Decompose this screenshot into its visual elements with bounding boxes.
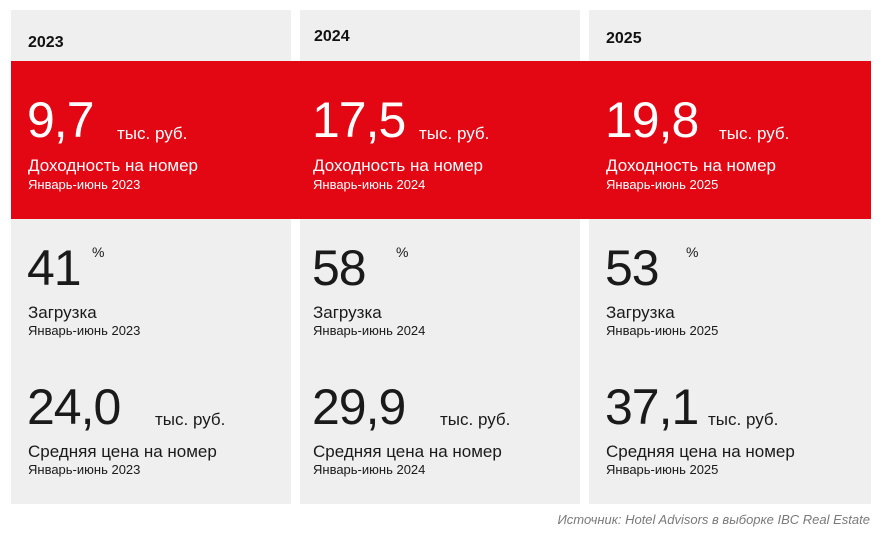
occupancy-period: Январь-июнь 2023: [28, 323, 141, 338]
adr-unit: тыс. руб.: [440, 410, 511, 429]
adr-value: 37,1: [605, 379, 699, 435]
revpar-unit: тыс. руб.: [117, 124, 188, 143]
adr-unit: тыс. руб.: [708, 410, 779, 429]
occupancy-value: 58: [312, 240, 367, 296]
revpar-label: Доходность на номер: [606, 156, 776, 175]
revpar-label: Доходность на номер: [28, 156, 198, 175]
revpar-band: [11, 61, 871, 219]
revpar-value: 17,5: [312, 92, 406, 148]
occupancy-label: Загрузка: [606, 303, 675, 322]
occupancy-unit: %: [92, 244, 105, 260]
occupancy-label: Загрузка: [28, 303, 97, 322]
occupancy-period: Январь-июнь 2025: [606, 323, 719, 338]
revpar-unit: тыс. руб.: [719, 124, 790, 143]
occupancy-value: 41: [27, 240, 82, 296]
adr-period: Январь-июнь 2024: [313, 462, 426, 477]
adr-label: Средняя цена на номер: [28, 442, 217, 461]
occupancy-unit: %: [686, 244, 699, 260]
occupancy-value: 53: [605, 240, 660, 296]
adr-value: 24,0: [27, 379, 121, 435]
source-note: Источник: Hotel Advisors в выборке IBC R…: [557, 512, 870, 527]
occupancy-label: Загрузка: [313, 303, 382, 322]
year-heading: 2025: [606, 30, 642, 47]
adr-value: 29,9: [312, 379, 406, 435]
revpar-period: Январь-июнь 2025: [606, 177, 719, 192]
revpar-value: 9,7: [27, 92, 95, 148]
revpar-period: Январь-июнь 2023: [28, 177, 141, 192]
revpar-value: 19,8: [605, 92, 699, 148]
adr-label: Средняя цена на номер: [313, 442, 502, 461]
year-heading: 2023: [28, 34, 64, 51]
adr-period: Январь-июнь 2023: [28, 462, 141, 477]
occupancy-unit: %: [396, 244, 409, 260]
year-heading: 2024: [314, 28, 350, 45]
revpar-label: Доходность на номер: [313, 156, 483, 175]
revpar-period: Январь-июнь 2024: [313, 177, 426, 192]
adr-unit: тыс. руб.: [155, 410, 226, 429]
adr-period: Январь-июнь 2025: [606, 462, 719, 477]
revpar-unit: тыс. руб.: [419, 124, 490, 143]
occupancy-period: Январь-июнь 2024: [313, 323, 426, 338]
adr-label: Средняя цена на номер: [606, 442, 795, 461]
